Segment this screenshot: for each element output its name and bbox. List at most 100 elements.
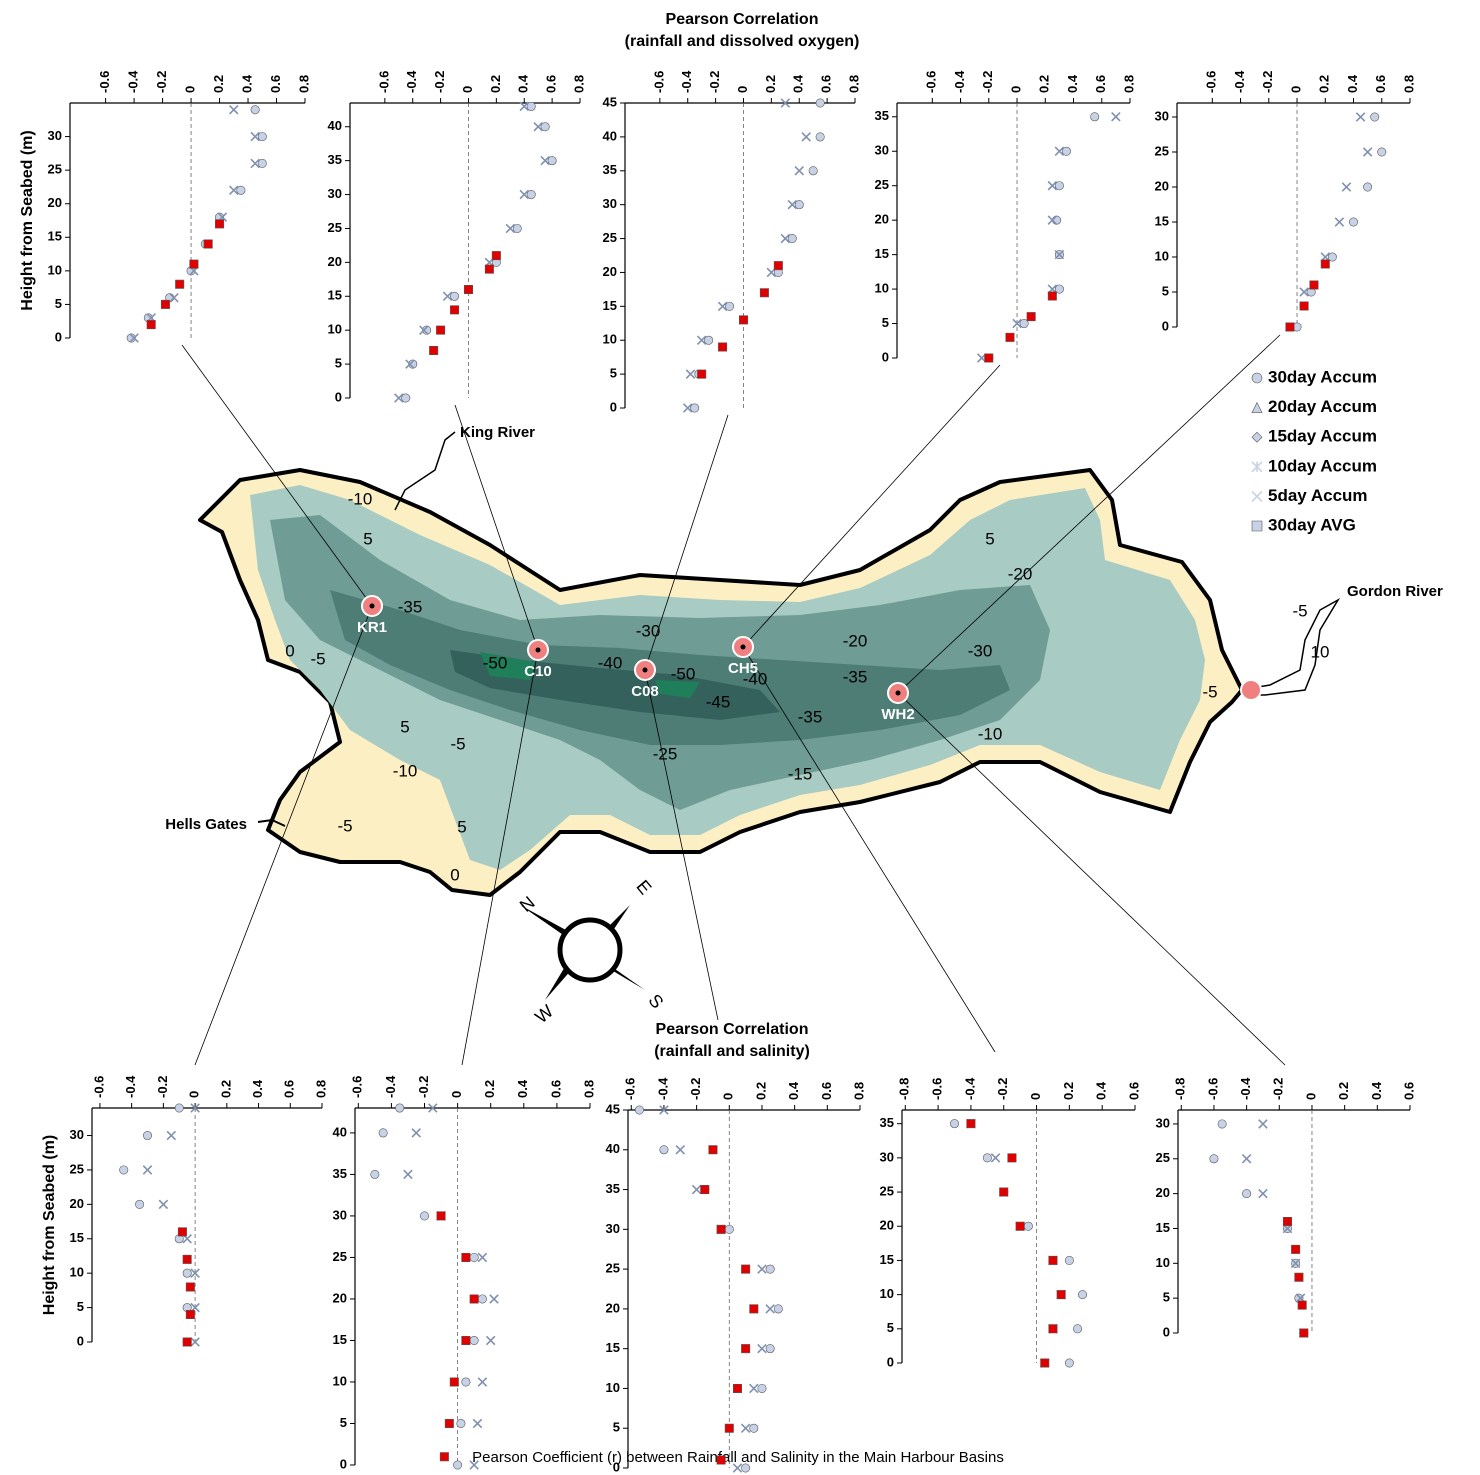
- contour-label: -35: [843, 667, 868, 686]
- data-point: [808, 166, 818, 176]
- station-label: KR1: [357, 619, 387, 636]
- data-point: [759, 288, 769, 298]
- data-point: [1019, 319, 1029, 329]
- y-tick-label: 20: [1156, 1185, 1170, 1200]
- data-point: [740, 1423, 751, 1433]
- y-tick-label: 30: [875, 143, 889, 158]
- data-point: [1242, 1189, 1252, 1199]
- y-tick-label: 15: [328, 288, 342, 303]
- y-tick-label: 10: [1156, 1255, 1170, 1270]
- y-tick-label: 40: [333, 1124, 347, 1139]
- data-point: [215, 219, 225, 229]
- legend-label: 30day Accum: [1268, 367, 1377, 386]
- data-point: [659, 1105, 669, 1115]
- data-point: [794, 200, 804, 210]
- y-tick-label: 10: [328, 322, 342, 337]
- data-point: [158, 1199, 169, 1210]
- compass-ring: [557, 917, 623, 983]
- data-point: [780, 233, 791, 244]
- contour-label: -10: [348, 489, 373, 508]
- x-tick-label: 0.8: [1121, 75, 1136, 93]
- x-tick-label: -0.6: [376, 71, 391, 93]
- x-tick-label: -0.6: [97, 71, 112, 93]
- y-tick-label: 25: [603, 230, 617, 245]
- data-point: [1052, 215, 1062, 225]
- compass-label: W: [531, 1001, 557, 1027]
- data-point: [773, 1304, 783, 1314]
- x-tick-label: -0.6: [924, 71, 939, 93]
- data-point: [405, 359, 415, 369]
- data-point: [146, 320, 156, 330]
- data-point: [697, 369, 707, 379]
- x-tick-label: -0.6: [651, 71, 666, 93]
- data-point: [182, 1268, 192, 1278]
- data-point: [1040, 1358, 1050, 1368]
- data-point: [787, 234, 797, 244]
- data-point: [1290, 1258, 1301, 1269]
- contour-label: -20: [843, 631, 868, 650]
- data-point: [526, 101, 536, 111]
- x-tick-label: 0.6: [819, 1082, 834, 1100]
- x-tick-label: -0.6: [1204, 71, 1219, 93]
- station-dot: [369, 603, 375, 609]
- data-point: [166, 1130, 177, 1141]
- y-axis-label: Height from Seabed (m): [41, 1135, 58, 1315]
- data-point: [540, 155, 550, 166]
- y-tick-label: 25: [606, 1261, 620, 1276]
- y-tick-label: 15: [880, 1252, 894, 1267]
- data-point: [182, 1254, 192, 1264]
- leader-line: [644, 669, 719, 1021]
- data-point: [1056, 1290, 1066, 1300]
- harbour-map: [198, 431, 1341, 897]
- y-tick-label: 45: [606, 1101, 620, 1116]
- data-point: [477, 1252, 488, 1263]
- leader-line: [644, 414, 729, 671]
- station-dot: [642, 667, 648, 673]
- y-tick-label: 10: [1155, 248, 1169, 263]
- x-tick-label: -0.4: [126, 70, 141, 93]
- contour-label: 5: [400, 717, 409, 736]
- data-point: [1209, 1154, 1219, 1164]
- data-point: [395, 1103, 405, 1113]
- contour-label: -50: [483, 653, 508, 672]
- data-point: [461, 1252, 471, 1262]
- data-point: [1054, 284, 1064, 294]
- y-tick-label: 40: [606, 1141, 620, 1156]
- data-point: [378, 1128, 388, 1138]
- y-tick-label: 20: [48, 195, 62, 210]
- x-tick-label: 0: [1008, 86, 1023, 93]
- data-point: [505, 223, 516, 234]
- y-tick-label: 0: [887, 1354, 894, 1369]
- x-tick-label: -0.4: [404, 70, 419, 93]
- station-dot: [535, 647, 541, 653]
- data-point: [456, 1418, 466, 1428]
- data-point: [177, 1227, 187, 1237]
- contour-label: -35: [798, 707, 823, 726]
- y-tick-label: 20: [328, 254, 342, 269]
- data-point: [411, 1128, 421, 1138]
- x-tick-label: 0.6: [544, 75, 559, 93]
- y-tick-label: 20: [1155, 178, 1169, 193]
- data-point: [182, 1337, 192, 1347]
- y-tick-label: 15: [603, 298, 617, 313]
- y-tick-label: 5: [77, 1299, 84, 1314]
- y-tick-label: 30: [1155, 108, 1169, 123]
- contour-label: -20: [1008, 564, 1033, 583]
- station-label: CH5: [728, 660, 758, 677]
- data-point: [174, 1103, 184, 1113]
- data-point: [982, 1153, 992, 1163]
- data-point: [1377, 147, 1387, 157]
- x-tick-label: -0.6: [623, 1078, 638, 1100]
- data-point: [1291, 1244, 1301, 1254]
- y-tick-label: 10: [606, 1380, 620, 1395]
- legend-marker: [1251, 461, 1263, 473]
- x-tick-label: -0.4: [655, 1077, 670, 1100]
- x-tick-label: 0: [1028, 1093, 1043, 1100]
- x-tick-label: -0.4: [1238, 1077, 1253, 1100]
- x-tick-label: -0.2: [1271, 1078, 1286, 1100]
- contour-label: -10: [393, 761, 418, 780]
- y-tick-label: 25: [880, 1183, 894, 1198]
- data-point: [477, 1377, 488, 1387]
- data-point: [469, 1460, 479, 1470]
- x-tick-label: -0.2: [155, 1076, 170, 1098]
